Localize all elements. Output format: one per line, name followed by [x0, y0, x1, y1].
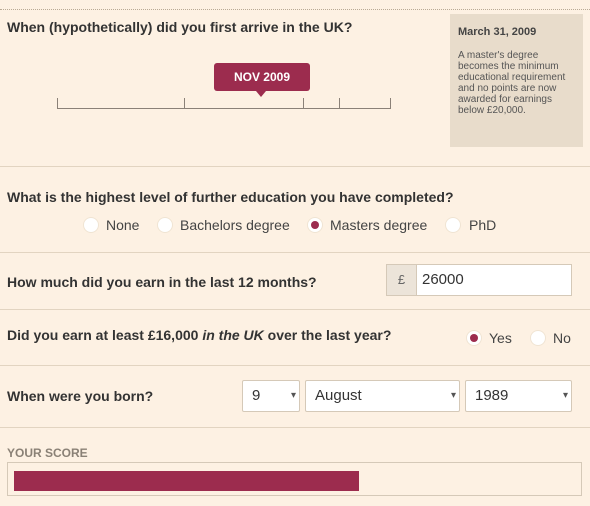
- divider: [0, 427, 590, 428]
- timeline-tick: [339, 98, 340, 109]
- timeline-tick: [184, 98, 185, 109]
- policy-note-date: March 31, 2009: [458, 26, 537, 38]
- uk-earnings-radio-no[interactable]: [530, 330, 546, 346]
- timeline-handle-pointer: [256, 91, 266, 97]
- policy-note: March 31, 2009 A master's degree becomes…: [450, 14, 583, 147]
- top-dotted-rule: [0, 9, 590, 10]
- timeline-tick: [390, 98, 391, 109]
- education-question: What is the highest level of further edu…: [7, 189, 454, 205]
- dropdown-arrow-icon: ▾: [562, 390, 568, 401]
- score-label: YOUR SCORE: [7, 446, 88, 460]
- divider: [0, 252, 590, 253]
- divider: [0, 166, 590, 167]
- uk-earnings-label-yes[interactable]: Yes: [489, 330, 512, 346]
- uk-earnings-radio-yes[interactable]: [466, 330, 482, 346]
- timeline-handle-label[interactable]: NOV 2009: [214, 63, 310, 91]
- earnings-field[interactable]: £ 26000: [386, 264, 572, 296]
- birth-month-value: August: [315, 387, 362, 404]
- earnings-question: How much did you earn in the last 12 mon…: [7, 274, 317, 290]
- education-label-phd[interactable]: PhD: [469, 217, 497, 233]
- timeline-track[interactable]: [57, 108, 391, 109]
- education-label-masters[interactable]: Masters degree: [330, 217, 428, 233]
- birth-day-value: 9: [252, 387, 261, 404]
- uk-earnings-question: Did you earn at least £16,000 in the UK …: [7, 327, 392, 343]
- timeline-tick: [303, 98, 304, 109]
- earnings-input[interactable]: 26000: [422, 271, 464, 288]
- arrival-question: When (hypothetically) did you first arri…: [7, 19, 353, 35]
- divider: [0, 309, 590, 310]
- score-bar: [14, 471, 359, 491]
- birth-year-select[interactable]: 1989 ▾: [465, 380, 572, 412]
- score-meter: [7, 462, 582, 496]
- dropdown-arrow-icon: ▾: [450, 390, 456, 401]
- dropdown-arrow-icon: ▾: [290, 390, 296, 401]
- timeline-tick: [57, 98, 58, 109]
- birth-year-value: 1989: [475, 387, 509, 404]
- education-radio-masters[interactable]: [307, 217, 323, 233]
- score-track: [14, 471, 575, 491]
- birthdate-question: When were you born?: [7, 388, 154, 404]
- education-label-none[interactable]: None: [106, 217, 140, 233]
- birth-month-select[interactable]: August ▾: [305, 380, 460, 412]
- education-radio-none[interactable]: [83, 217, 99, 233]
- birth-day-select[interactable]: 9 ▾: [242, 380, 300, 412]
- education-label-bachelors[interactable]: Bachelors degree: [180, 217, 290, 233]
- policy-note-text: A master's degree becomes the minimum ed…: [458, 50, 566, 116]
- uk-earnings-label-no[interactable]: No: [553, 330, 571, 346]
- education-radio-phd[interactable]: [445, 217, 461, 233]
- pound-sign: £: [387, 265, 417, 295]
- education-radio-bachelors[interactable]: [157, 217, 173, 233]
- divider: [0, 365, 590, 366]
